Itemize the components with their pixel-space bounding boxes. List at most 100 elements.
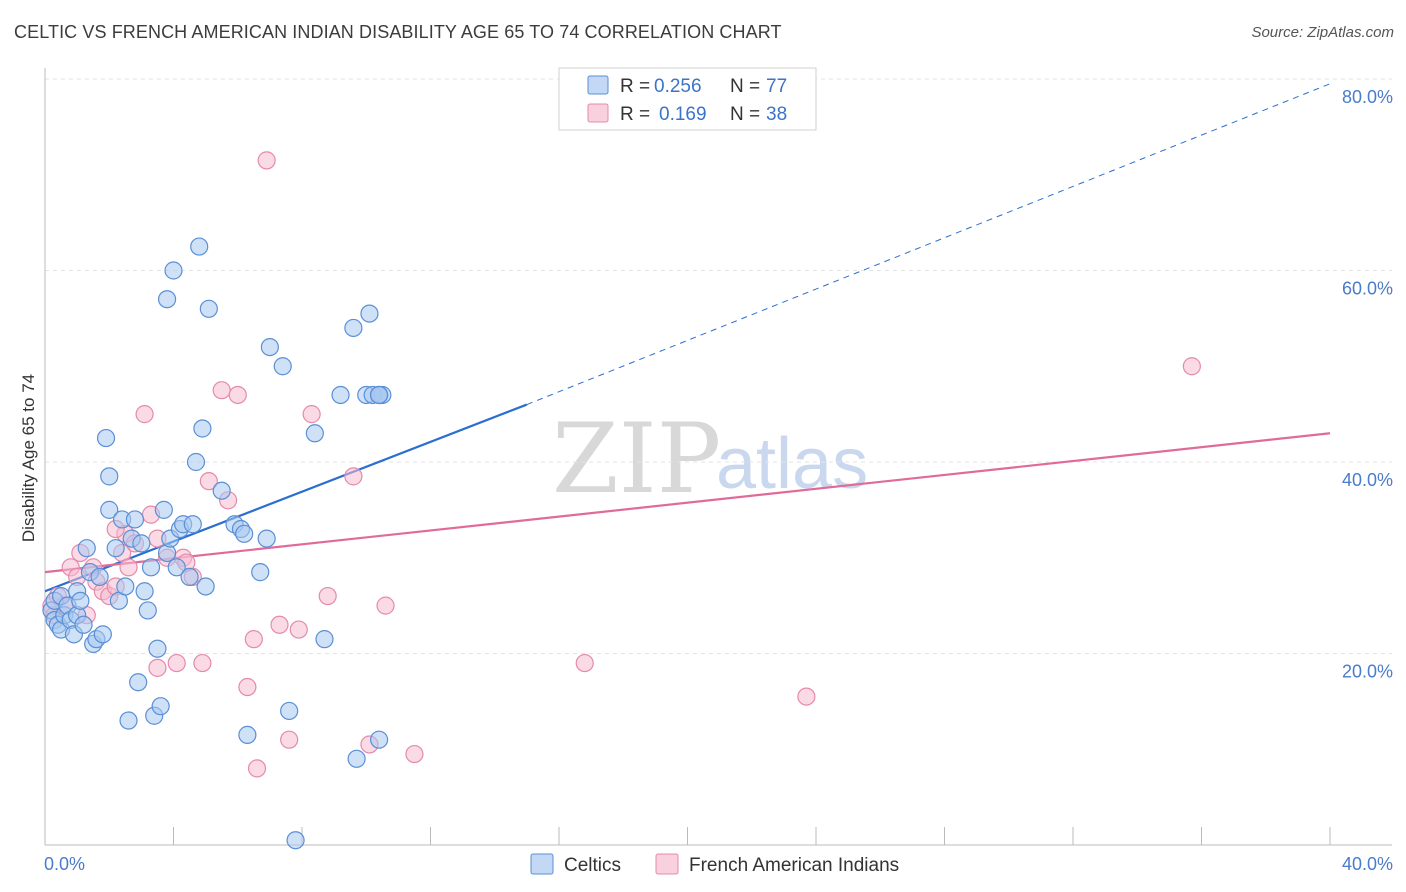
celtic-point xyxy=(360,304,379,323)
french-point xyxy=(376,596,395,615)
celtic-point xyxy=(286,831,305,850)
legend-r-label: R = xyxy=(620,104,650,125)
celtic-point xyxy=(157,290,177,309)
french-point xyxy=(167,653,186,673)
celtic-point xyxy=(148,639,167,658)
french-point xyxy=(238,677,257,697)
celtic-trend-extension xyxy=(526,83,1331,406)
celtic-point xyxy=(141,558,161,577)
celtic-point xyxy=(135,582,154,601)
french-point xyxy=(318,586,337,606)
celtic-point xyxy=(190,237,209,256)
celtic-point xyxy=(260,338,279,357)
french-point xyxy=(244,630,263,649)
y-tick-label: 20.0% xyxy=(1342,662,1393,682)
french-point xyxy=(302,405,321,424)
legend-n-label: N = xyxy=(730,104,760,125)
celtic-point xyxy=(344,318,363,338)
celtic-point xyxy=(154,500,173,519)
celtic-point xyxy=(347,749,366,768)
bottom-legend: Celtics French American Indians xyxy=(530,853,899,876)
celtic-point xyxy=(125,510,145,529)
trend-lines xyxy=(44,83,1331,593)
x-tick-label: 0.0% xyxy=(44,854,85,874)
celtic-point xyxy=(331,385,350,405)
celtic-point xyxy=(186,452,206,472)
celtic-point xyxy=(257,529,276,548)
celtic-point xyxy=(119,711,138,730)
celtic-point xyxy=(212,481,231,500)
french-point xyxy=(797,687,816,706)
celtic-point xyxy=(370,730,389,749)
french-point xyxy=(289,620,308,639)
french-point xyxy=(135,405,154,424)
french-point xyxy=(199,472,218,491)
bottom-legend-swatch-french xyxy=(655,853,679,875)
french-point xyxy=(228,385,247,405)
celtic-point xyxy=(193,419,212,438)
source-note: Source: ZipAtlas.com xyxy=(1251,24,1394,41)
celtic-point xyxy=(183,515,202,534)
watermark-zip: ZIP xyxy=(552,403,721,515)
legend-r-label: R = xyxy=(620,76,650,97)
bottom-legend-french: French American Indians xyxy=(689,855,899,876)
french-point xyxy=(575,653,594,673)
legend-n-value: 77 xyxy=(766,76,787,97)
legend: R = 0.256 N = 77 R = 0.169 N = 38 xyxy=(558,67,817,131)
legend-r-value: 0.256 xyxy=(654,76,702,97)
chart-title: CELTIC VS FRENCH AMERICAN INDIAN DISABIL… xyxy=(14,22,782,42)
axes xyxy=(44,68,1392,846)
celtic-point xyxy=(280,701,299,721)
legend-n-value: 38 xyxy=(766,104,787,125)
celtic-point xyxy=(90,567,109,587)
y-tick-label: 60.0% xyxy=(1342,279,1393,299)
celtic-point xyxy=(235,524,254,543)
tick-labels: 20.0% 40.0% 60.0% 80.0% 0.0% 40.0% xyxy=(44,87,1393,874)
celtic-point xyxy=(167,558,186,577)
celtic-point xyxy=(74,615,93,634)
celtic-point xyxy=(71,591,90,610)
french-point xyxy=(280,730,299,749)
french-point xyxy=(344,467,363,486)
celtic-point xyxy=(100,467,119,486)
celtic-point xyxy=(100,500,119,519)
french-point xyxy=(270,615,289,634)
celtic-point xyxy=(151,697,170,716)
celtic-point xyxy=(238,725,257,744)
celtic-point xyxy=(251,563,270,582)
legend-swatch-french xyxy=(587,103,609,123)
celtic-point xyxy=(196,577,215,596)
french-point xyxy=(212,381,231,400)
french-point xyxy=(405,744,424,764)
data-points xyxy=(42,151,1201,850)
celtic-point xyxy=(273,357,292,376)
french-point xyxy=(1182,357,1201,376)
celtic-point xyxy=(305,424,324,443)
celtic-point xyxy=(315,630,334,649)
celtic-point xyxy=(106,539,125,558)
y-tick-label: 80.0% xyxy=(1342,87,1393,107)
celtic-point xyxy=(77,539,96,558)
bottom-legend-swatch-celtics xyxy=(530,853,554,875)
celtic-point xyxy=(199,299,218,318)
french-point xyxy=(193,653,212,673)
french-point xyxy=(257,151,276,170)
bottom-legend-celtics: Celtics xyxy=(564,855,621,876)
y-axis-label: Disability Age 65 to 74 xyxy=(19,374,38,542)
x-tick-label: 40.0% xyxy=(1342,854,1393,874)
celtic-point xyxy=(116,577,135,596)
french-trend-line xyxy=(44,432,1331,574)
celtic-point xyxy=(129,673,148,692)
celtic-point xyxy=(138,601,157,620)
celtic-point xyxy=(96,428,116,448)
french-point xyxy=(247,759,267,778)
celtic-point xyxy=(132,534,151,553)
french-point xyxy=(148,658,167,677)
y-tick-label: 40.0% xyxy=(1342,470,1393,490)
celtic-point xyxy=(180,567,199,587)
french-point xyxy=(119,558,138,577)
celtic-point xyxy=(164,261,183,280)
legend-r-value: 0.169 xyxy=(659,104,707,125)
legend-n-label: N = xyxy=(730,76,760,97)
